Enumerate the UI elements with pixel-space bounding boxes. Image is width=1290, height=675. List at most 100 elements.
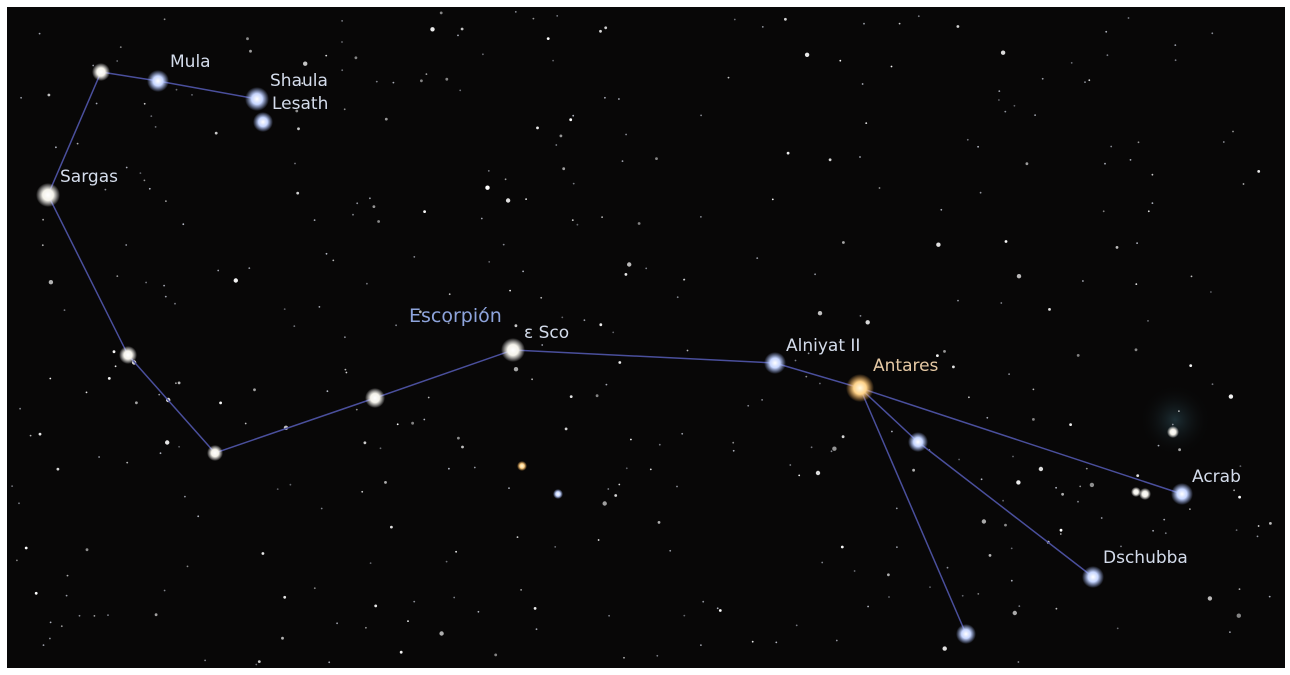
- faint-star: [1207, 596, 1213, 601]
- faint-star: [1147, 210, 1150, 213]
- faint-star: [430, 27, 435, 32]
- faint-star: [859, 315, 862, 317]
- faint-star: [612, 331, 615, 334]
- faint-star: [175, 88, 178, 91]
- faint-star: [1000, 302, 1003, 304]
- faint-star: [1084, 81, 1086, 83]
- faint-star: [76, 142, 79, 145]
- faint-star: [1135, 283, 1138, 285]
- faint-star: [158, 393, 161, 396]
- faint-star: [1115, 246, 1119, 249]
- faint-star: [49, 637, 51, 640]
- faint-star: [998, 90, 1001, 92]
- faint-star: [448, 293, 451, 296]
- star: [517, 461, 527, 471]
- labels: Mula Shaula Lesath Sargas Escorpión ε Sc…: [60, 52, 1241, 568]
- faint-star: [143, 102, 146, 105]
- faint-star: [656, 654, 659, 657]
- star-label: Dschubba: [1103, 548, 1188, 568]
- faint-star: [562, 167, 566, 171]
- faint-star: [104, 188, 107, 191]
- faint-star: [55, 146, 57, 149]
- faint-star: [244, 422, 247, 425]
- faint-star: [1106, 54, 1109, 57]
- faint-star: [85, 548, 89, 552]
- faint-star: [554, 546, 557, 548]
- faint-star: [940, 208, 943, 211]
- faint-star: [16, 559, 18, 562]
- faint-star: [374, 604, 378, 608]
- faint-star: [119, 46, 122, 48]
- faint-star: [810, 446, 813, 449]
- faint-star: [1010, 547, 1013, 550]
- star: [92, 63, 110, 81]
- faint-star: [618, 98, 620, 100]
- faint-star: [1055, 607, 1058, 610]
- faint-star: [676, 296, 679, 299]
- faint-star: [461, 445, 464, 449]
- faint-star: [1004, 110, 1007, 113]
- faint-star: [253, 388, 256, 392]
- faint-star: [1085, 467, 1088, 470]
- faint-star: [184, 495, 186, 498]
- faint-star: [457, 436, 460, 440]
- star-label: Lesath: [272, 94, 328, 114]
- star-label: Alniyat II: [786, 336, 860, 356]
- faint-star: [599, 323, 603, 327]
- faint-star: [898, 22, 901, 25]
- faint-star: [1189, 364, 1193, 367]
- faint-star: [390, 525, 393, 529]
- faint-star: [366, 282, 368, 285]
- faint-star: [372, 205, 376, 209]
- faint-star: [657, 521, 661, 524]
- faint-star: [320, 507, 323, 510]
- faint-star: [41, 244, 44, 247]
- faint-star: [784, 17, 787, 21]
- faint-star: [859, 156, 861, 158]
- star-label: ε Sco: [524, 323, 569, 343]
- faint-star: [276, 488, 279, 490]
- faint-star: [700, 216, 702, 218]
- faint-star: [246, 37, 249, 41]
- faint-star: [981, 519, 987, 524]
- faint-star: [294, 162, 296, 165]
- faint-star: [732, 449, 735, 452]
- faint-star: [957, 299, 959, 302]
- faint-star: [418, 310, 422, 314]
- faint-star: [407, 620, 409, 622]
- faint-star: [356, 202, 359, 205]
- faint-star: [1174, 44, 1177, 46]
- faint-star: [1059, 528, 1063, 532]
- faint-star: [877, 365, 880, 368]
- faint-star: [47, 93, 51, 97]
- faint-star: [384, 481, 387, 484]
- faint-star: [301, 82, 304, 85]
- faint-star: [42, 644, 45, 646]
- faint-star: [576, 223, 579, 226]
- faint-star: [839, 59, 842, 62]
- star: [245, 87, 269, 111]
- faint-star: [116, 275, 119, 277]
- faint-star: [1157, 444, 1160, 447]
- faint-star: [571, 219, 574, 222]
- faint-star: [1129, 159, 1132, 161]
- faint-star: [1008, 373, 1010, 375]
- faint-star: [257, 660, 261, 663]
- faint-star: [283, 595, 287, 599]
- faint-star: [19, 407, 21, 410]
- faint-star: [163, 589, 166, 592]
- faint-star: [683, 278, 685, 281]
- faint-star: [958, 458, 960, 461]
- faint-star: [683, 614, 686, 617]
- faint-star: [942, 646, 947, 651]
- faint-star: [1137, 141, 1140, 144]
- star: [1171, 483, 1193, 505]
- faint-star: [49, 621, 52, 624]
- faint-star: [572, 114, 575, 117]
- faint-star: [379, 447, 382, 450]
- faint-star: [460, 27, 464, 31]
- faint-star: [42, 218, 44, 221]
- faint-star: [540, 296, 543, 299]
- faint-star: [771, 198, 774, 201]
